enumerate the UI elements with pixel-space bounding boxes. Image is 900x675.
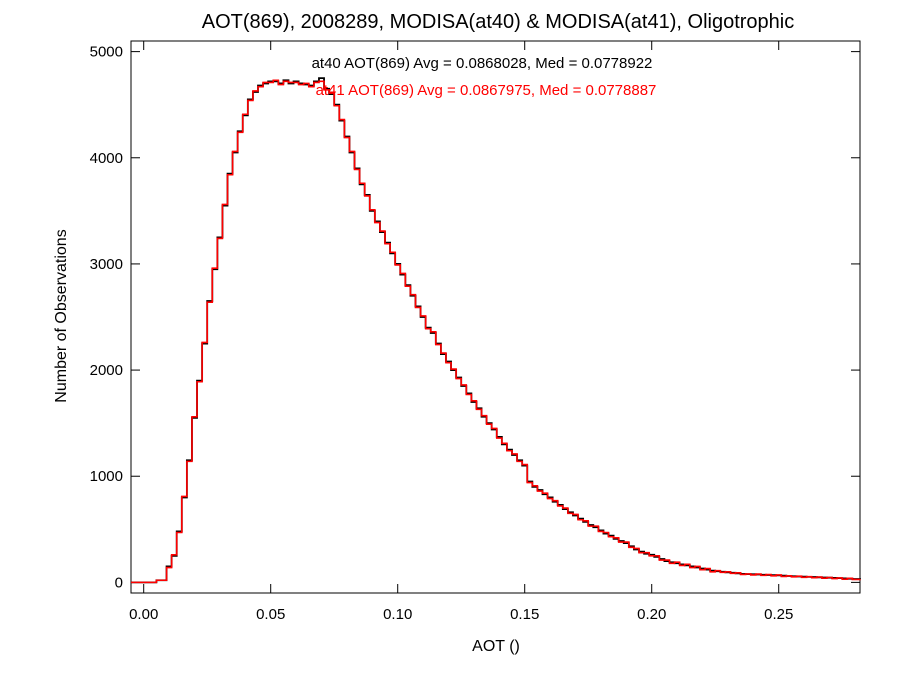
chart-title: AOT(869), 2008289, MODISA(at40) & MODISA…: [202, 11, 794, 33]
x-tick-label: 0.15: [510, 606, 539, 623]
x-axis-label: AOT (): [472, 638, 520, 655]
x-tick-label: 0.05: [256, 606, 285, 623]
x-tick-label: 0.10: [383, 606, 412, 623]
y-tick-label: 0: [115, 574, 123, 591]
plot-frame: [130, 40, 861, 594]
y-axis-label: Number of Observations: [53, 229, 70, 402]
x-tick-label: 0.20: [637, 606, 666, 623]
y-axis-ticks: 0 1000 2000 3000 4000 5000: [90, 44, 860, 591]
series-group: [131, 77, 861, 584]
x-axis-ticks: 0.00 0.05 0.10 0.15 0.20 0.25: [129, 41, 793, 623]
x-tick-label: 0.00: [129, 606, 158, 623]
y-tick-label: 4000: [90, 150, 123, 167]
y-tick-label: 2000: [90, 362, 123, 379]
x-tick-label: 0.25: [764, 606, 793, 623]
y-tick-label: 1000: [90, 468, 123, 485]
series-at41-line: [131, 79, 861, 584]
y-tick-label: 3000: [90, 256, 123, 273]
y-tick-label: 5000: [90, 44, 123, 61]
at40-stat-annotation: at40 AOT(869) Avg = 0.0868028, Med = 0.0…: [312, 55, 653, 72]
at41-stat-annotation: at41 AOT(869) Avg = 0.0867975, Med = 0.0…: [316, 82, 657, 99]
